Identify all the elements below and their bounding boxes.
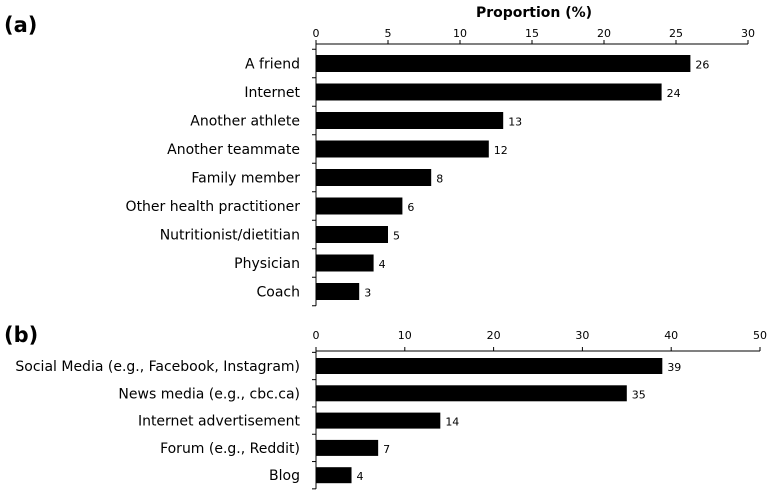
panel-b-data-label-forum-e-g-reddit: 7 (383, 443, 390, 456)
panel-a-x-tick-label: 10 (453, 27, 467, 40)
panel-a-bar-physician (316, 254, 374, 272)
panel-a-category-labels: A friend Internet Another athlete Another t… (126, 57, 301, 301)
panel-a-bar-coach (316, 283, 360, 300)
panel-b-bars (316, 358, 663, 484)
panel-b-x-tick-label: 30 (575, 329, 589, 342)
panel-a-category-label-nutritionist-dietitian: Nutritionist/dietitian (160, 228, 300, 244)
panel-a-data-label-another-teammate: 12 (494, 144, 508, 157)
panel-b-category-label-news-media-e-g-cbc-ca: News media (e.g., cbc.ca) (118, 386, 300, 402)
panel-b-category-label-internet-advertisement: Internet advertisement (138, 414, 301, 430)
panel-a-x-tick-label: 5 (385, 27, 392, 40)
panel-b-data-label-internet-advertisement: 14 (445, 416, 459, 429)
panel-b-bar-forum-e-g-reddit (316, 439, 379, 456)
panel-a-data-label-internet: 24 (667, 87, 681, 100)
panel-b-category-label-forum-e-g-reddit: Forum (e.g., Reddit) (160, 441, 300, 457)
panel-a-category-label-physician: Physician (234, 256, 300, 272)
panel-b-x-tick-label: 10 (398, 329, 412, 342)
panel-b-x-tick-label: 20 (487, 329, 501, 342)
panel-a-category-label-another-teammate: Another teammate (167, 142, 300, 158)
panel-b-bar-social-media-e-g-facebook-instagram (316, 358, 663, 374)
panel-a-x-tick-label: 25 (669, 27, 683, 40)
panel-b-bar-blog (316, 467, 352, 484)
panel-a-bars (316, 55, 691, 300)
panel-b-category-labels: Social Media (e.g., Facebook, Instagram)… (15, 359, 300, 484)
panel-a-data-label-nutritionist-dietitian: 5 (393, 230, 400, 243)
panel-b-bar-news-media-e-g-cbc-ca (316, 385, 627, 402)
panel-a-x-tick-label: 20 (597, 27, 611, 40)
panel-a-bar-other-health-practitioner (316, 197, 403, 215)
panel-a: (a) Proportion (%) 0 5 10 15 20 25 30 A friend… (4, 5, 755, 307)
panel-a-data-labels: 26 24 13 12 8 6 5 4 3 (364, 59, 709, 300)
panel-a-category-label-other-health-practitioner: Other health practitioner (126, 199, 301, 215)
panel-a-x-tick-label: 30 (741, 27, 755, 40)
panel-a-x-tick-label: 15 (525, 27, 539, 40)
panel-a-category-label-coach: Coach (257, 285, 301, 301)
panel-a-bar-internet (316, 83, 662, 101)
panel-b-x-ticks: 0 10 20 30 40 50 (312, 329, 767, 490)
panel-a-bar-another-teammate (316, 140, 489, 158)
panel-a-x-axis-title: Proportion (%) (476, 5, 592, 21)
panel-a-bar-a-friend (316, 55, 691, 72)
panel-a-data-label-physician: 4 (379, 258, 386, 271)
panel-a-data-label-another-athlete: 13 (508, 116, 522, 129)
panel-b-data-labels: 39 35 14 7 4 (357, 361, 682, 483)
panel-b-x-tick-label: 50 (753, 329, 767, 342)
panel-b-category-label-social-media-e-g-facebook-instagram: Social Media (e.g., Facebook, Instagram) (15, 359, 300, 375)
panel-a-data-label-a-friend: 26 (695, 59, 709, 72)
panel-a-category-label-another-athlete: Another athlete (190, 114, 300, 130)
panel-b: (b) 0 10 20 30 40 50 Social Media (e.g., Face… (4, 323, 767, 490)
panel-b-data-label-social-media-e-g-facebook-instagram: 39 (667, 361, 681, 374)
panel-a-data-label-family-member: 8 (436, 173, 443, 186)
panel-a-data-label-other-health-practitioner: 6 (407, 201, 414, 214)
panel-a-x-tick-label: 0 (313, 27, 320, 40)
panel-b-x-tick-label: 40 (664, 329, 678, 342)
panel-a-label: (a) (4, 13, 37, 37)
panel-b-label: (b) (4, 323, 38, 347)
panel-b-data-label-news-media-e-g-cbc-ca: 35 (632, 388, 646, 401)
panel-a-bar-family-member (316, 169, 432, 186)
panel-a-category-label-family-member: Family member (191, 171, 300, 187)
panel-a-bar-nutritionist-dietitian (316, 226, 388, 243)
panel-a-bar-another-athlete (316, 112, 504, 129)
panel-b-x-tick-label: 0 (313, 329, 320, 342)
panel-a-data-label-coach: 3 (364, 287, 371, 300)
panel-b-bar-internet-advertisement (316, 412, 441, 429)
panel-a-category-label-internet: Internet (244, 85, 300, 101)
panel-a-category-label-a-friend: A friend (245, 57, 300, 73)
panel-b-data-label-blog: 4 (357, 470, 364, 483)
panel-b-category-label-blog: Blog (269, 468, 300, 484)
